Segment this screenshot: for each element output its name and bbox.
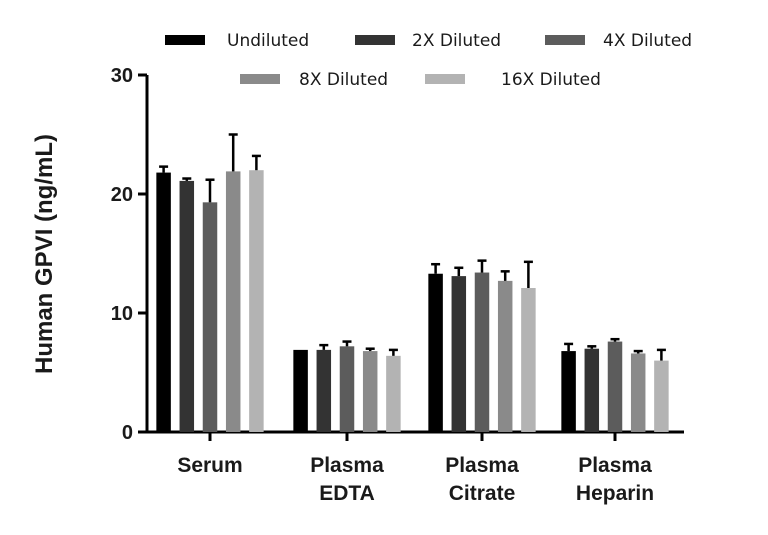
bar [497, 280, 513, 432]
legend-label: 2X Diluted [412, 31, 501, 51]
bar [316, 349, 332, 432]
bar [362, 351, 378, 432]
bars [156, 133, 669, 432]
legend-item: 16X Diluted [425, 70, 601, 90]
x-tick-label: EDTA [319, 482, 375, 505]
x-axis: Serum Plasma EDTA Plasma Citrate Plasma Hepari… [147, 430, 684, 505]
bar [249, 170, 264, 432]
bar [521, 288, 536, 432]
legend: Undiluted 2X Diluted 4X Diluted 8X Diluted 1… [165, 31, 692, 90]
bar [202, 202, 218, 432]
bar [386, 355, 401, 432]
bar [654, 360, 669, 432]
bar [225, 171, 241, 432]
legend-item: Undiluted [165, 31, 309, 51]
legend-swatch [165, 35, 205, 45]
legend-item: 8X Diluted [240, 70, 388, 90]
bar [428, 273, 443, 432]
y-axis-title: Human GPVI (ng/mL) [31, 134, 58, 374]
bar [584, 348, 600, 432]
bar [474, 272, 490, 432]
legend-swatch [545, 35, 585, 45]
bar [451, 276, 467, 432]
legend-label: 8X Diluted [299, 70, 388, 90]
bar [179, 180, 195, 432]
legend-swatch [240, 74, 280, 84]
legend-item: 4X Diluted [545, 31, 692, 51]
bar [630, 353, 646, 432]
legend-label: 4X Diluted [603, 31, 692, 51]
bar [607, 341, 623, 432]
y-tick-label: 20 [111, 184, 133, 206]
y-tick-label: 30 [111, 65, 133, 87]
legend-swatch [425, 74, 465, 84]
x-tick-label: Plasma [578, 454, 652, 477]
x-tick-label: Heparin [576, 482, 654, 505]
y-axis: 0 10 20 30 [111, 65, 149, 444]
bar [339, 346, 355, 432]
y-tick-label: 0 [122, 422, 133, 444]
x-tick-label: Plasma [310, 454, 384, 477]
legend-swatch [355, 35, 395, 45]
bar [156, 172, 171, 432]
y-tick-label: 10 [111, 303, 133, 325]
x-tick-label: Serum [177, 454, 242, 477]
legend-label: 16X Diluted [501, 70, 601, 90]
legend-item: 2X Diluted [355, 31, 501, 51]
x-tick-label: Plasma [445, 454, 519, 477]
bar [561, 351, 576, 432]
bar [293, 349, 308, 432]
x-tick-label: Citrate [449, 482, 516, 505]
legend-label: Undiluted [227, 31, 309, 51]
